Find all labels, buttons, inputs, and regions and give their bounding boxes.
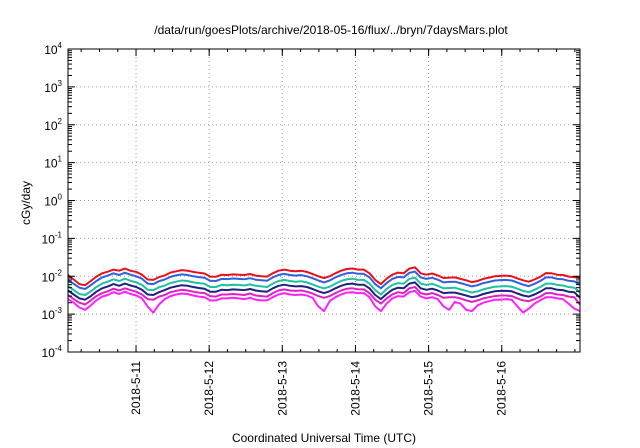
- series-layer: [67, 266, 581, 314]
- x-axis-label: Coordinated Universal Time (UTC): [232, 431, 416, 445]
- x-tick-label: 2018-5-12: [202, 361, 216, 416]
- y-tick-label: 101: [44, 155, 62, 171]
- series-line-6: [67, 289, 581, 314]
- x-tick-label: 2018-5-13: [275, 361, 289, 416]
- y-tick-label: 103: [44, 79, 62, 95]
- chart-title: /data/run/goesPlots/archive/2018-05-16/f…: [154, 23, 508, 37]
- series-line-5: [67, 286, 581, 306]
- y-tick-label: 10-2: [42, 268, 63, 284]
- y-axis-label: cGy/day: [19, 181, 33, 225]
- y-tick-label: 102: [44, 117, 62, 133]
- series-line-4: [67, 281, 581, 301]
- ticks: [68, 48, 580, 353]
- y-tick-label: 104: [44, 41, 62, 57]
- series-line-1: [67, 266, 581, 287]
- series-line-2: [67, 270, 581, 290]
- x-tick-label: 2018-5-14: [348, 361, 362, 416]
- grid: [68, 49, 580, 352]
- y-tick-label: 100: [44, 193, 62, 209]
- y-tick-label: 10-3: [42, 306, 63, 322]
- y-tick-labels: 104 103 102 101 100 10-1 10-2 10-3 10-4: [42, 41, 63, 360]
- series-line-3: [67, 276, 581, 296]
- x-tick-label: 2018-5-16: [495, 361, 509, 416]
- x-tick-label: 2018-5-11: [129, 361, 143, 415]
- x-tick-labels: 2018-5-11 2018-5-12 2018-5-13 2018-5-14 2018…: [129, 361, 509, 416]
- y-tick-label: 10-4: [42, 344, 63, 360]
- y-tick-label: 10-1: [42, 230, 63, 246]
- x-tick-label: 2018-5-15: [422, 361, 436, 416]
